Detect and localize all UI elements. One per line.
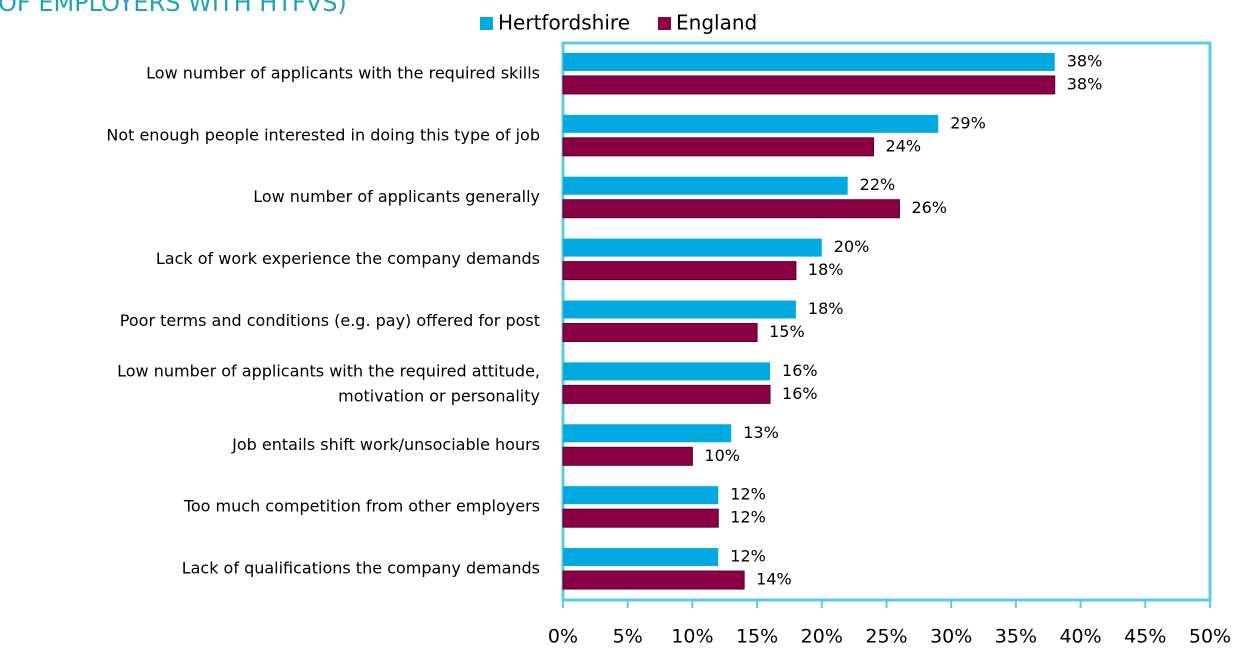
category-label: Low number of applicants with the requir… [117,361,540,405]
bar [563,52,1055,71]
x-tick-label: 5% [613,626,643,648]
value-label: 38% [1067,74,1103,93]
bar [562,199,900,219]
bar [563,486,719,505]
x-tick-label: 45% [1124,626,1166,648]
bar [563,300,796,319]
bar [562,75,1056,95]
value-label: 16% [782,361,818,380]
category-label: Lack of qualifications the company deman… [182,559,540,578]
value-label: 20% [834,237,870,256]
chart-title: OF EMPLOYERS WITH HTFVS) [0,0,347,17]
bar [563,424,732,443]
value-label: 12% [730,547,766,566]
legend-label: Hertfordshire [498,11,630,35]
bar [563,114,939,133]
value-label: 22% [860,175,896,194]
bar [562,446,693,466]
bar [562,137,875,157]
category-label: Too much competition from other employer… [183,497,540,516]
bar [562,261,797,281]
bar [562,570,745,590]
category-label: Job entails shift work/unsociable hours [231,435,540,454]
bar [562,384,771,404]
value-label: 16% [782,384,818,403]
category-label: Low number of applicants generally [253,187,540,206]
value-label: 18% [808,260,844,279]
category-label: Not enough people interested in doing th… [106,125,540,144]
value-label: 29% [950,113,986,132]
value-label: 18% [808,299,844,318]
value-label: 12% [730,485,766,504]
bar [563,548,719,567]
x-tick-label: 35% [995,626,1037,648]
value-label: 12% [730,508,766,527]
bar [563,176,848,195]
bar [562,508,719,528]
x-tick-label: 25% [865,626,907,648]
value-label: 10% [704,446,740,465]
bar [562,323,758,342]
legend-label: England [676,11,757,35]
x-tick-label: 40% [1059,626,1101,648]
x-tick-label: 0% [548,626,578,648]
legend-swatch [658,17,671,30]
bar [563,238,822,257]
x-tick-label: 30% [930,626,972,648]
x-tick-label: 20% [801,626,843,648]
category-label: Poor terms and conditions (e.g. pay) off… [120,311,540,330]
value-label: 15% [769,322,805,341]
x-tick-label: 10% [671,626,713,648]
bar [563,362,771,381]
category-label: Lack of work experience the company dema… [156,249,540,268]
value-label: 38% [1067,51,1103,70]
category-label: Low number of applicants with the requir… [146,63,540,82]
x-tick-label: 15% [736,626,778,648]
value-label: 14% [756,570,792,589]
x-tick-label: 50% [1189,626,1231,648]
value-label: 24% [886,136,922,155]
legend-swatch [480,17,493,30]
value-label: 26% [911,198,947,217]
value-label: 13% [743,423,779,442]
